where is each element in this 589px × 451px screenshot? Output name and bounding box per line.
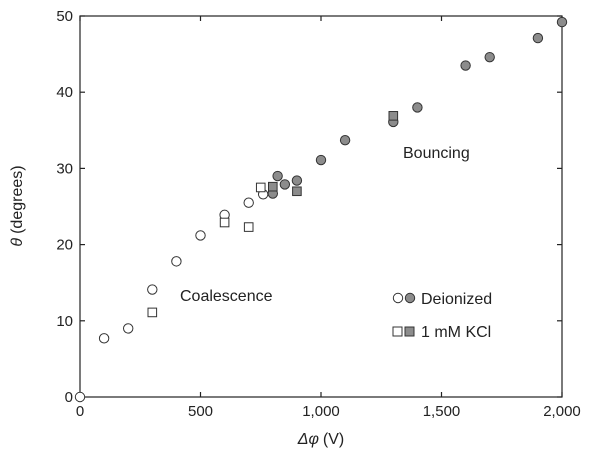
y-tick-label: 10 xyxy=(56,313,73,330)
filled-circle-point xyxy=(460,60,471,71)
x-axis-label: Δφ (V) xyxy=(297,431,345,448)
y-tick-label: 30 xyxy=(56,160,73,177)
legend-label-kcl: 1 mM KCl xyxy=(421,324,491,341)
open-square-point xyxy=(147,307,158,318)
legend-filled-square-marker xyxy=(404,326,415,337)
open-square-point xyxy=(243,222,254,232)
open-circle-point xyxy=(123,323,134,334)
legend-label-deionized: Deionized xyxy=(421,291,492,308)
y-tick-label: 20 xyxy=(56,237,73,254)
open-circle-point xyxy=(171,256,182,267)
filled-circle-point xyxy=(556,16,568,28)
x-axis-ticks: 0 500 1,000 1,500 2,000 xyxy=(76,16,581,420)
filled-circle-point xyxy=(279,179,291,190)
filled-square-point xyxy=(292,186,302,197)
filled-circle-point xyxy=(532,32,544,44)
plot-area-frame xyxy=(79,15,563,398)
y-axis-ticks: 0 10 20 30 40 50 xyxy=(56,8,562,406)
y-axis-label: θ (degrees) xyxy=(9,165,26,246)
bouncing-label: Bouncing xyxy=(403,145,470,162)
filled-circle-point xyxy=(484,51,495,63)
y-tick-label: 50 xyxy=(56,8,73,25)
open-circle-point xyxy=(98,333,110,344)
y-tick-label: 40 xyxy=(56,84,73,101)
filled-circle-point xyxy=(291,175,303,186)
x-tick-label: 500 xyxy=(188,403,213,420)
data-points xyxy=(74,16,568,403)
filled-circle-point xyxy=(339,135,351,146)
filled-circle-point xyxy=(315,154,327,166)
x-axis-symbol: Δφ xyxy=(297,431,319,448)
x-tick-label: 2,000 xyxy=(543,403,581,420)
filled-circle-point xyxy=(412,102,423,113)
y-axis-unit: (degrees) xyxy=(9,165,26,233)
filled-square-point xyxy=(388,111,399,121)
x-tick-label: 1,500 xyxy=(423,403,461,420)
y-tick-label: 0 xyxy=(65,389,73,406)
legend-open-square-marker xyxy=(392,326,403,337)
open-circle-point xyxy=(243,197,254,208)
legend: Deionized 1 mM KCl xyxy=(392,291,492,341)
filled-circle-point xyxy=(272,170,283,182)
open-circle-point xyxy=(147,284,158,295)
open-square-point xyxy=(219,217,230,228)
legend-open-circle-marker xyxy=(392,292,404,304)
coalescence-label: Coalescence xyxy=(180,288,273,305)
x-tick-label: 1,000 xyxy=(302,403,340,420)
x-tick-label: 0 xyxy=(76,403,84,420)
legend-filled-circle-marker xyxy=(404,292,416,304)
open-circle-point xyxy=(195,230,206,241)
filled-square-point xyxy=(268,181,278,192)
open-square-point xyxy=(255,182,266,193)
x-axis-unit: (V) xyxy=(323,431,344,448)
y-axis-symbol: θ xyxy=(9,238,26,247)
open-circle-point xyxy=(74,391,86,403)
